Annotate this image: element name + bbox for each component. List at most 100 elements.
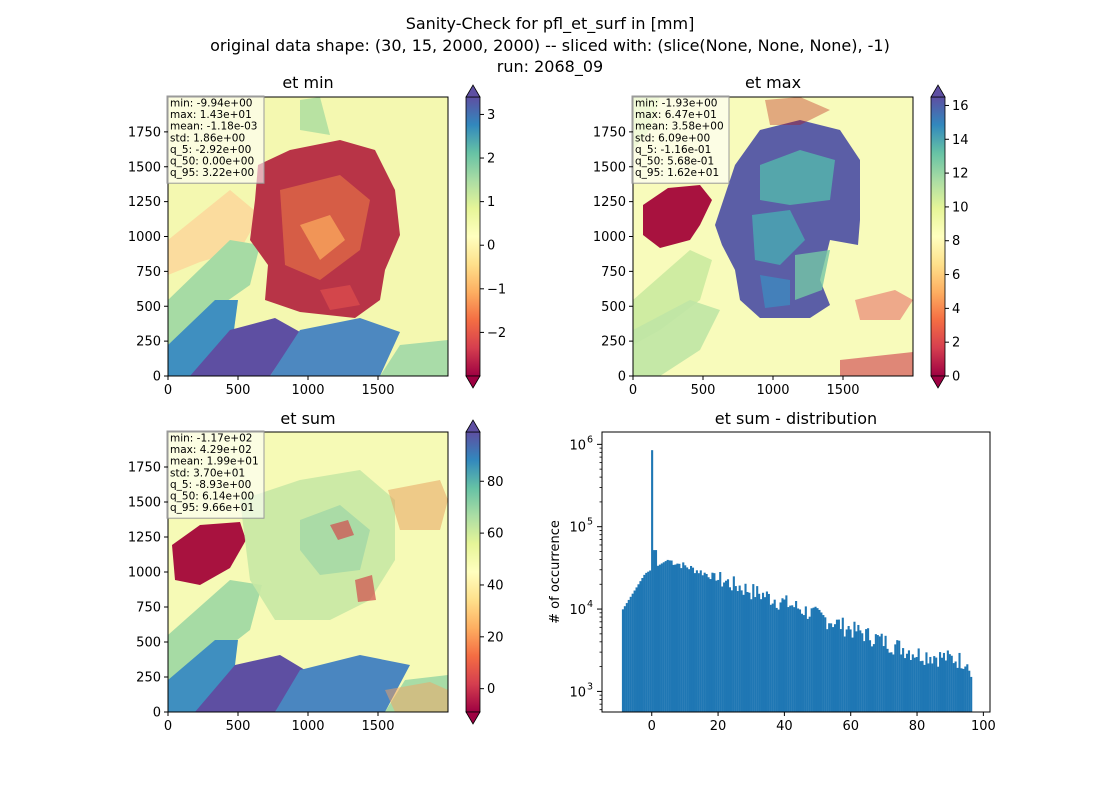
colorbar-tick-label: 16 — [952, 99, 969, 114]
y-tick-label: 500 — [136, 636, 161, 651]
histogram-bar — [904, 658, 907, 712]
histogram-bar — [643, 574, 646, 712]
histogram-bar — [631, 593, 634, 712]
histogram-bar — [750, 599, 753, 712]
histogram-bar — [890, 652, 893, 712]
histogram-bar — [806, 618, 809, 712]
panel-title-et-sum: et sum — [280, 409, 335, 428]
colorbar-tick-label: 0 — [487, 682, 495, 697]
colorbar-tick-label: 14 — [952, 133, 969, 148]
histogram-bar — [808, 616, 811, 712]
colorbar-extend-min — [465, 375, 481, 389]
histogram-bar — [886, 648, 889, 712]
y-tick-label: 250 — [136, 671, 161, 686]
histogram-bar — [721, 586, 724, 712]
histogram-bar — [960, 668, 963, 712]
histogram-bar — [691, 567, 695, 712]
histogram-bar — [816, 608, 819, 712]
y-tick-label: 1500 — [593, 160, 626, 175]
stats-line: q_5: -8.93e+00 — [170, 479, 251, 491]
colorbar-extend-max — [465, 84, 481, 98]
histogram-bar — [748, 592, 751, 712]
histogram-bar — [715, 580, 718, 712]
histogram-bar — [902, 648, 905, 712]
histogram-bar — [874, 634, 877, 712]
y-tick-label: 0 — [618, 370, 626, 385]
histogram-bar — [964, 666, 967, 712]
histogram-bar — [929, 656, 932, 712]
histogram-bar — [760, 599, 763, 712]
colorbar-et-max: 0 2 4 6 8 10 12 14 16 — [930, 84, 969, 389]
histogram-bar — [664, 561, 667, 712]
y-tick-label: 1500 — [128, 160, 161, 175]
panel-title-et-min: et min — [282, 73, 333, 92]
colorbar-tick-label: 2 — [952, 336, 960, 351]
histogram-bar — [719, 572, 722, 712]
histogram-bar — [684, 565, 687, 712]
histogram-bar — [894, 644, 897, 712]
y-tick-label: 750 — [136, 265, 161, 280]
stats-line: min: -9.94e+00 — [170, 98, 252, 110]
histogram-bar — [711, 572, 714, 712]
histogram-bar — [925, 652, 928, 712]
histogram-bar — [968, 670, 971, 712]
histogram-bar — [847, 626, 850, 712]
histogram-bar — [812, 607, 815, 712]
colorbar-tick-label: 4 — [952, 302, 960, 317]
histogram-bar — [795, 601, 798, 712]
histogram-bar — [738, 585, 741, 712]
histogram-bar — [798, 609, 802, 712]
x-tick-label: 60 — [842, 719, 859, 734]
histogram-bar — [832, 627, 835, 712]
histogram-bar — [649, 570, 652, 712]
stats-line: max: 6.47e+01 — [635, 109, 717, 121]
histogram-bar — [740, 590, 743, 712]
x-tick-label: 0 — [164, 719, 172, 734]
histogram-bar — [944, 660, 947, 712]
histogram-bar — [826, 629, 829, 712]
y-tick-label: 1750 — [128, 461, 161, 476]
histogram-bar — [867, 628, 870, 712]
histogram-bar — [707, 577, 710, 712]
histogram-bar — [927, 663, 930, 712]
x-tick-label: 40 — [776, 719, 793, 734]
histogram-bar — [688, 569, 691, 712]
histogram-bar — [697, 573, 700, 712]
histogram-bar — [970, 676, 973, 712]
histogram-bar — [952, 663, 955, 712]
y-tick-label: 1750 — [128, 125, 161, 140]
histogram-bar — [761, 592, 765, 712]
y-ticks-et-min: 0 250 500 750 1000 1250 1500 1750 — [128, 125, 168, 385]
histogram-bar — [933, 656, 936, 712]
histogram-bar — [627, 599, 630, 712]
stats-line: q_95: 3.22e+00 — [170, 167, 254, 179]
histogram-bar — [781, 598, 784, 712]
y-tick-label: 750 — [601, 265, 626, 280]
x-tick-label: 0 — [648, 719, 656, 734]
y-tick-exponent: 3 — [587, 681, 593, 692]
histogram-bar — [820, 612, 823, 712]
histogram-bar — [689, 565, 693, 712]
histogram-bar — [789, 605, 792, 712]
histogram-bar — [796, 608, 800, 712]
colorbar-tick-label: 3 — [487, 108, 495, 123]
histogram-bar — [783, 599, 786, 712]
stats-line: max: 1.43e+01 — [170, 109, 252, 121]
y-tick-exponent: 4 — [587, 599, 593, 610]
histogram-bar — [810, 608, 813, 712]
suptitle-line-2: original data shape: (30, 15, 2000, 2000… — [210, 36, 890, 55]
histogram-bar — [940, 657, 944, 712]
histogram-bar — [845, 629, 848, 712]
y-tick-label: 1000 — [128, 566, 161, 581]
histogram-bar — [837, 619, 840, 712]
histogram-bar — [814, 606, 817, 712]
histogram-bar — [942, 652, 946, 712]
histogram-bar — [853, 621, 856, 712]
histogram-bar — [843, 636, 846, 712]
suptitle-line-3: run: 2068_09 — [497, 57, 603, 77]
x-tick-label: 0 — [629, 383, 637, 398]
histogram-bar — [931, 663, 934, 712]
y-tick-base: 10 — [569, 438, 586, 453]
